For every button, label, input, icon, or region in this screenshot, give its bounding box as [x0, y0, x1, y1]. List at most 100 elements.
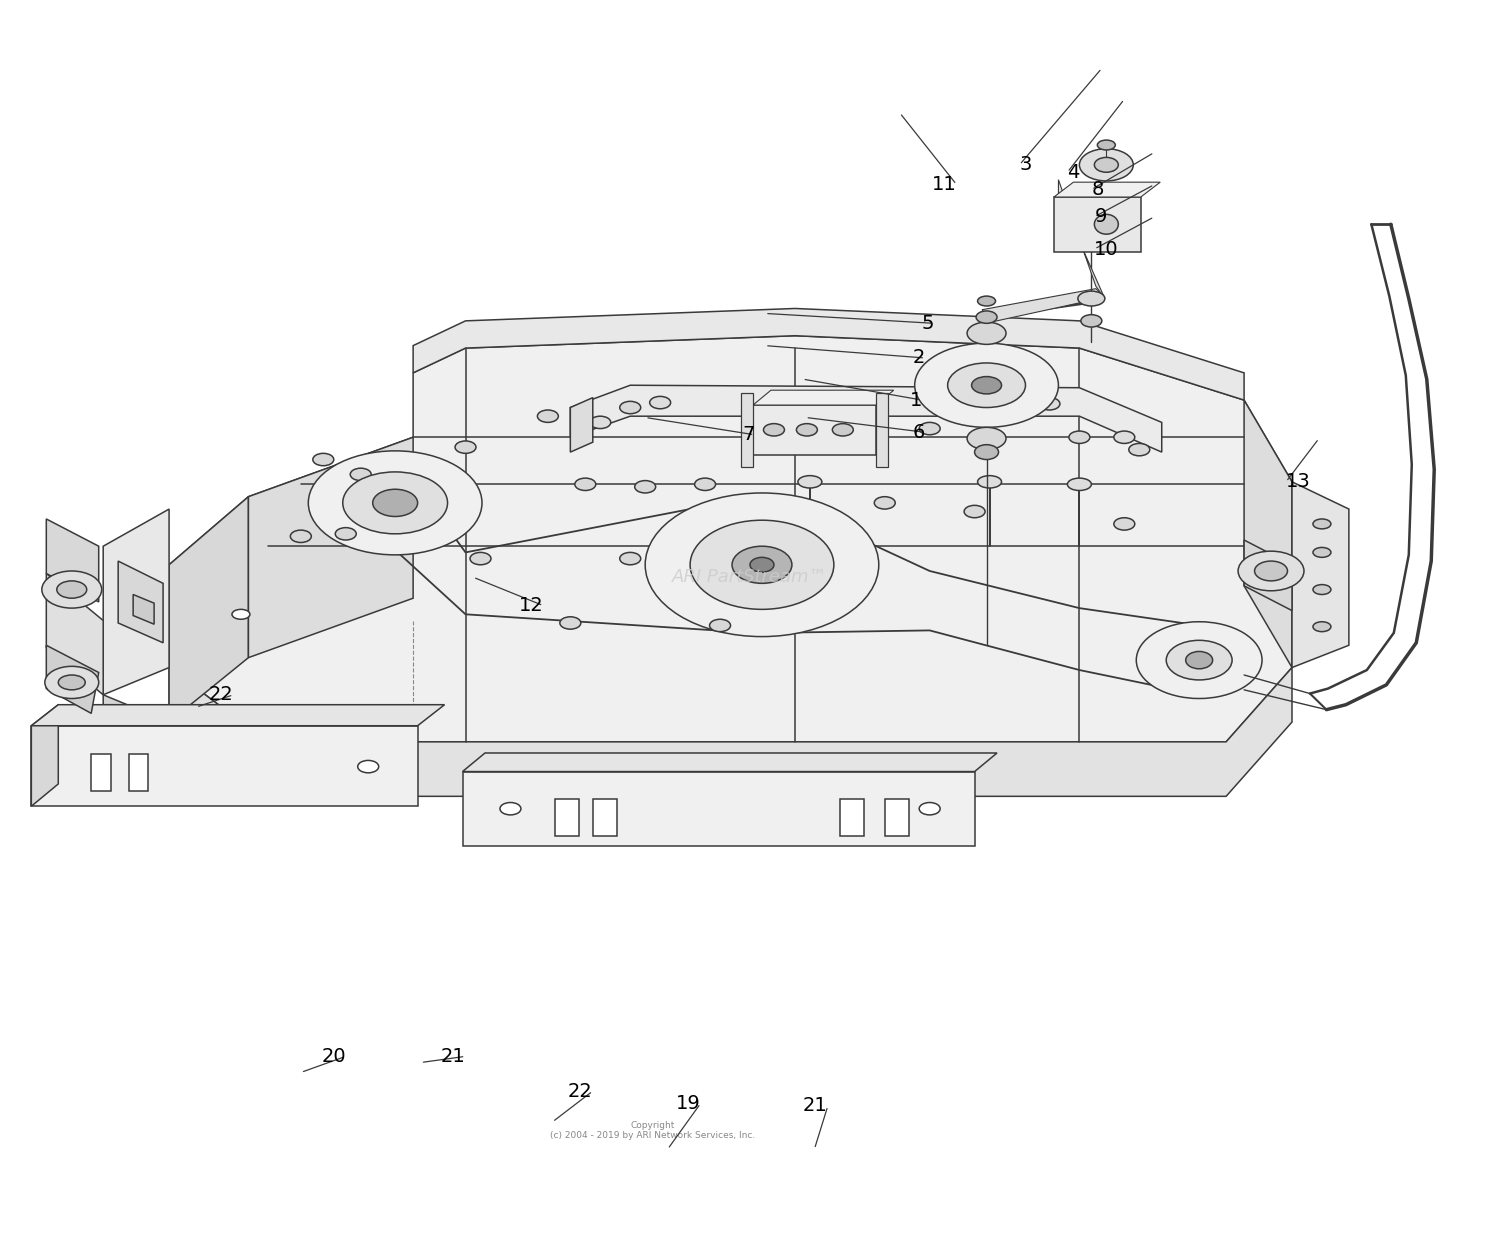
Polygon shape: [462, 753, 998, 772]
Polygon shape: [46, 573, 104, 695]
Polygon shape: [46, 645, 99, 714]
Polygon shape: [32, 726, 417, 807]
Ellipse shape: [537, 410, 558, 422]
Bar: [592, 799, 616, 836]
Ellipse shape: [968, 427, 1006, 449]
Ellipse shape: [978, 297, 996, 307]
Ellipse shape: [690, 520, 834, 609]
Ellipse shape: [1095, 215, 1119, 235]
Ellipse shape: [45, 666, 99, 699]
Ellipse shape: [732, 546, 792, 583]
Bar: [753, 405, 876, 454]
Ellipse shape: [634, 480, 656, 493]
Polygon shape: [1292, 482, 1348, 668]
Ellipse shape: [344, 472, 447, 534]
Ellipse shape: [470, 552, 490, 565]
Ellipse shape: [560, 617, 580, 629]
Ellipse shape: [972, 376, 1002, 393]
Ellipse shape: [1185, 652, 1212, 669]
Text: 4: 4: [1068, 163, 1080, 181]
Ellipse shape: [1114, 517, 1136, 530]
Ellipse shape: [620, 552, 640, 565]
Ellipse shape: [764, 423, 784, 436]
Polygon shape: [1244, 540, 1292, 611]
Polygon shape: [982, 289, 1106, 323]
Ellipse shape: [874, 496, 896, 509]
Polygon shape: [570, 385, 1161, 452]
Text: 22: 22: [568, 1081, 592, 1101]
Ellipse shape: [1078, 292, 1106, 307]
Polygon shape: [1059, 180, 1106, 299]
Ellipse shape: [1080, 149, 1134, 181]
Text: 8: 8: [1092, 180, 1104, 199]
Text: 5: 5: [921, 314, 934, 333]
Polygon shape: [170, 496, 249, 722]
Ellipse shape: [454, 441, 476, 453]
Text: 20: 20: [321, 1047, 346, 1066]
Ellipse shape: [964, 505, 986, 517]
Bar: [876, 392, 888, 467]
Ellipse shape: [796, 423, 818, 436]
Ellipse shape: [1137, 622, 1262, 699]
Polygon shape: [462, 772, 975, 846]
Ellipse shape: [314, 453, 334, 465]
Text: 22: 22: [209, 685, 234, 705]
Text: 10: 10: [1095, 240, 1119, 258]
Bar: [885, 799, 909, 836]
Ellipse shape: [291, 530, 312, 542]
Bar: [741, 392, 753, 467]
Ellipse shape: [1254, 561, 1287, 581]
Bar: [1054, 197, 1142, 252]
Ellipse shape: [920, 803, 940, 815]
Ellipse shape: [357, 761, 378, 773]
Polygon shape: [413, 309, 1244, 400]
Ellipse shape: [1166, 640, 1232, 680]
Ellipse shape: [574, 478, 596, 490]
Ellipse shape: [1070, 431, 1090, 443]
Text: 2: 2: [914, 349, 926, 367]
Polygon shape: [249, 437, 412, 658]
Ellipse shape: [1068, 478, 1092, 490]
Ellipse shape: [620, 401, 640, 413]
Ellipse shape: [968, 323, 1006, 344]
Ellipse shape: [1095, 158, 1119, 172]
Ellipse shape: [710, 619, 730, 632]
Ellipse shape: [1082, 315, 1102, 328]
Polygon shape: [753, 390, 894, 405]
Text: 13: 13: [1286, 473, 1311, 491]
Ellipse shape: [1312, 585, 1330, 594]
Ellipse shape: [750, 557, 774, 572]
Ellipse shape: [694, 478, 715, 490]
Polygon shape: [104, 695, 170, 776]
Ellipse shape: [1312, 547, 1330, 557]
Ellipse shape: [336, 527, 356, 540]
Text: 1: 1: [910, 391, 922, 410]
Text: ARI PartStream™: ARI PartStream™: [672, 568, 828, 586]
Polygon shape: [46, 519, 99, 602]
Polygon shape: [104, 509, 170, 695]
Ellipse shape: [1130, 443, 1150, 455]
Polygon shape: [1244, 400, 1292, 668]
Text: 21: 21: [802, 1096, 828, 1116]
Ellipse shape: [948, 362, 1026, 407]
Ellipse shape: [915, 344, 1059, 427]
Ellipse shape: [645, 493, 879, 637]
Polygon shape: [118, 561, 164, 643]
Bar: [840, 799, 864, 836]
Text: 3: 3: [1020, 155, 1032, 174]
Ellipse shape: [976, 311, 998, 324]
Ellipse shape: [978, 475, 1002, 488]
Ellipse shape: [350, 468, 370, 480]
Ellipse shape: [1040, 397, 1060, 410]
Text: 12: 12: [519, 596, 543, 616]
Ellipse shape: [500, 803, 520, 815]
Bar: [129, 755, 149, 792]
Ellipse shape: [798, 475, 822, 488]
Ellipse shape: [1312, 519, 1330, 529]
Ellipse shape: [232, 609, 250, 619]
Ellipse shape: [784, 401, 806, 413]
Polygon shape: [134, 594, 154, 624]
Ellipse shape: [1098, 140, 1116, 150]
Ellipse shape: [309, 450, 482, 555]
Ellipse shape: [1312, 622, 1330, 632]
